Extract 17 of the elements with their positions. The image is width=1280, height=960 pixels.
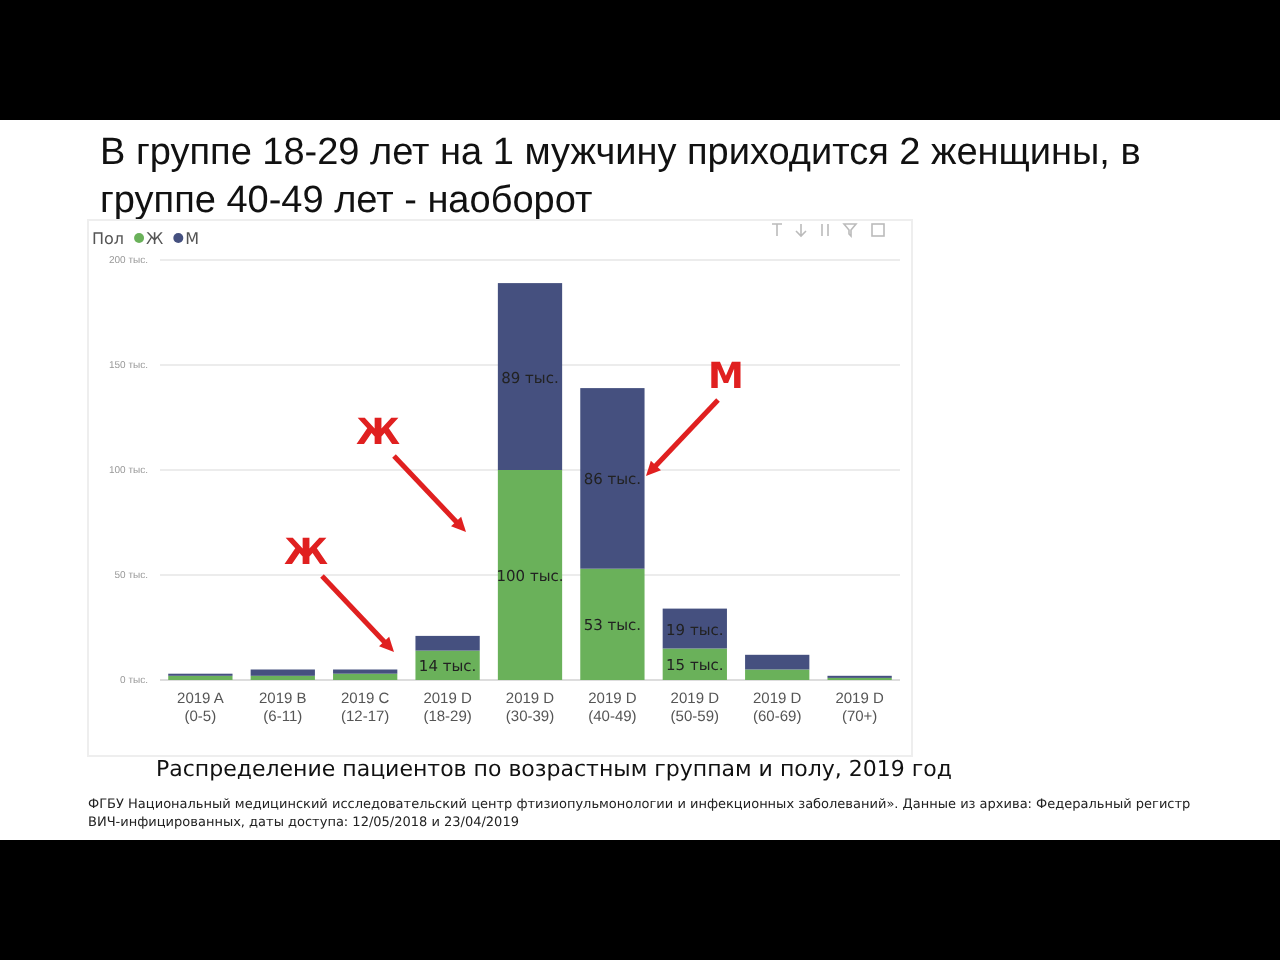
chart-title: В группе 18-29 лет на 1 мужчину приходится 2 женщины, в группе 40-49 лет - наоборот [100, 132, 1141, 222]
bar [580, 568, 645, 680]
legend-title: Пол [92, 230, 125, 248]
bar [497, 283, 563, 470]
bar [745, 669, 810, 680]
bar [580, 388, 645, 569]
annotation: Ж [283, 532, 329, 574]
bar [333, 673, 398, 680]
annotation: Ж [355, 412, 401, 454]
legend-label: Ж [146, 230, 165, 248]
legend-label: М [185, 230, 200, 248]
bar [497, 470, 563, 680]
bar [745, 654, 810, 670]
bar [250, 669, 315, 676]
annotation: М [708, 356, 744, 398]
text: Распределение пациентов по возрастным группам и полу, 2019 год [156, 756, 953, 782]
bar [415, 635, 480, 651]
